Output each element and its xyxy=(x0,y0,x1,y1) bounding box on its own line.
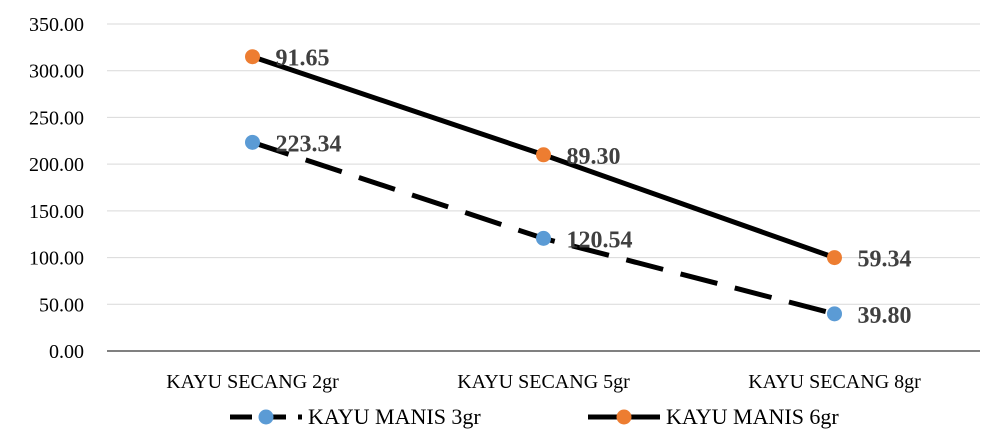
series-0-point-0 xyxy=(245,134,260,150)
legend-item-1: KAYU MANIS 6gr xyxy=(588,404,839,429)
legend-label-0: KAYU MANIS 3gr xyxy=(308,404,481,429)
series-0-point-1 xyxy=(536,230,551,246)
series-1-data-label-1: 89.30 xyxy=(567,144,621,170)
legend-marker-0 xyxy=(258,409,274,425)
gridlines xyxy=(107,23,980,352)
series-0-data-label-2: 39.80 xyxy=(858,303,912,329)
series-1: 91.65 89.30 59.34 xyxy=(245,46,912,273)
series-0-data-label-1: 120.54 xyxy=(567,227,633,253)
legend-item-0: KAYU MANIS 3gr xyxy=(230,404,481,429)
series-1-point-2 xyxy=(827,250,842,266)
series-group: 223.34 120.54 39.80 91.65 89.30 59.34 xyxy=(245,46,912,329)
series-1-data-label-2: 59.34 xyxy=(858,247,912,273)
series-0-point-2 xyxy=(827,306,842,322)
legend: KAYU MANIS 3gr KAYU MANIS 6gr xyxy=(230,404,839,429)
x-axis-category-labels: KAYU SECANG 2gr KAYU SECANG 5gr KAYU SECAN… xyxy=(166,371,921,393)
legend-label-1: KAYU MANIS 6gr xyxy=(666,404,839,429)
series-0: 223.34 120.54 39.80 xyxy=(245,131,912,329)
y-tick-label-2: 100.00 xyxy=(29,248,84,270)
series-1-point-1 xyxy=(536,147,551,163)
y-axis-tick-labels: 0.00 50.00 100.00 150.00 200.00 250.00 300.00 3… xyxy=(29,14,84,363)
y-tick-label-6: 300.00 xyxy=(29,61,84,83)
x-category-label-2: KAYU SECANG 8gr xyxy=(748,371,921,393)
series-0-data-label-0: 223.34 xyxy=(276,131,342,157)
y-tick-label-7: 350.00 xyxy=(29,14,84,36)
y-tick-label-3: 150.00 xyxy=(29,201,84,223)
y-tick-label-5: 250.00 xyxy=(29,107,84,129)
x-category-label-1: KAYU SECANG 5gr xyxy=(457,371,630,393)
y-tick-label-1: 50.00 xyxy=(39,294,84,316)
y-tick-label-4: 200.00 xyxy=(29,154,84,176)
y-tick-label-0: 0.00 xyxy=(49,341,84,363)
legend-marker-1 xyxy=(616,409,632,425)
series-1-data-label-0: 91.65 xyxy=(276,46,330,72)
x-category-label-0: KAYU SECANG 2gr xyxy=(166,371,339,393)
series-1-point-0 xyxy=(245,49,260,65)
